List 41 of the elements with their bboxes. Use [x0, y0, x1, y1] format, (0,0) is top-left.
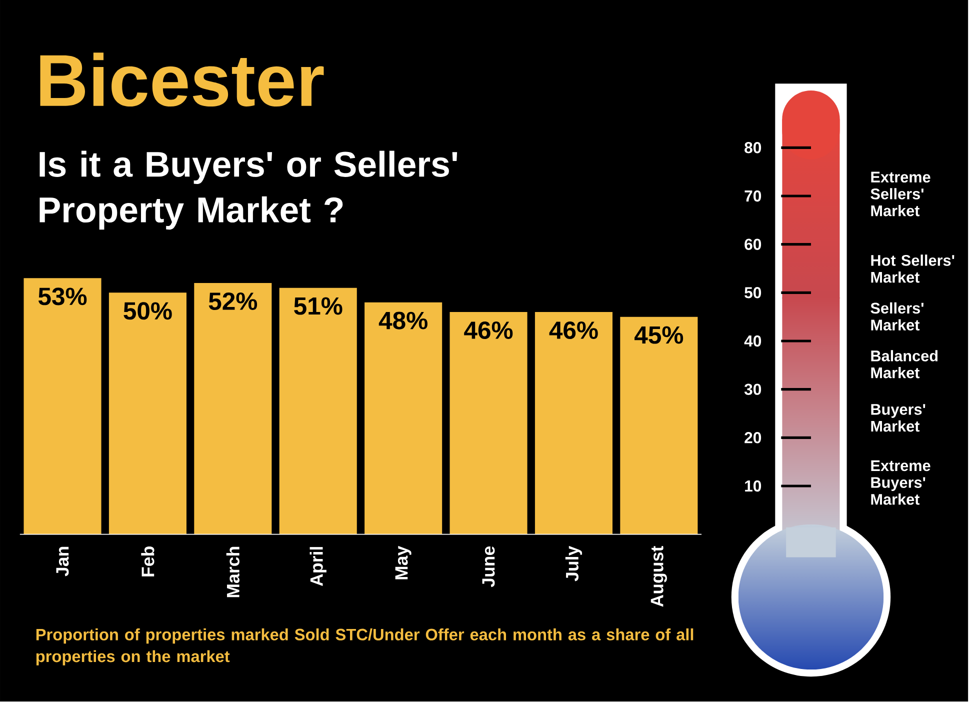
text: Sellers' Market: [870, 302, 924, 331]
bar: [194, 283, 272, 535]
text: Extreme Sellers' Market: [870, 172, 930, 216]
data-label: 46%: [549, 322, 598, 340]
bar: [24, 278, 102, 535]
y-tick-label: 70: [744, 190, 762, 202]
text: Proportion of properties marked Sold STC/Under Offer each month as a share of all properties on the market: [36, 628, 694, 666]
y-tick-label: 20: [744, 432, 762, 444]
x-tick-label: July: [565, 546, 582, 582]
bar: [108, 292, 186, 535]
x-tick-label: Jan: [56, 547, 69, 577]
bar: [620, 317, 698, 535]
y-tick-label: 30: [744, 384, 762, 396]
y-tick-label: 10: [745, 480, 762, 492]
bar: [364, 302, 442, 535]
x-tick-label: August: [650, 546, 667, 608]
data-label: 52%: [208, 292, 258, 310]
x-tick-label: March: [226, 547, 240, 598]
text: Buyers' Market: [871, 404, 926, 432]
y-tick-label: 60: [744, 238, 762, 250]
x-tick-label: June: [482, 546, 495, 588]
bar: [534, 312, 612, 535]
data-label: 50%: [124, 302, 172, 320]
data-label: 48%: [378, 312, 428, 330]
text: Is it a Buyers' or Sellers' Property Market ?: [40, 151, 458, 230]
data-label: 51%: [294, 298, 342, 316]
x-tick-label: Feb: [141, 546, 154, 577]
text: Hot Sellers' Market: [871, 254, 954, 283]
data-label: 53%: [38, 288, 87, 306]
data-label: 46%: [464, 322, 513, 340]
data-label: 45%: [634, 326, 684, 344]
chart-title: Bicester: [40, 52, 324, 107]
text: Balanced Market: [871, 350, 938, 378]
x-tick-label: April: [310, 547, 326, 586]
text: Extreme Buyers' Market: [871, 460, 930, 506]
y-tick-label: 80: [744, 142, 762, 154]
bar: [450, 312, 528, 535]
x-tick-label: May: [395, 546, 412, 580]
bar: [279, 288, 357, 535]
y-tick-label: 50: [744, 287, 762, 299]
y-tick-label: 40: [744, 336, 762, 347]
